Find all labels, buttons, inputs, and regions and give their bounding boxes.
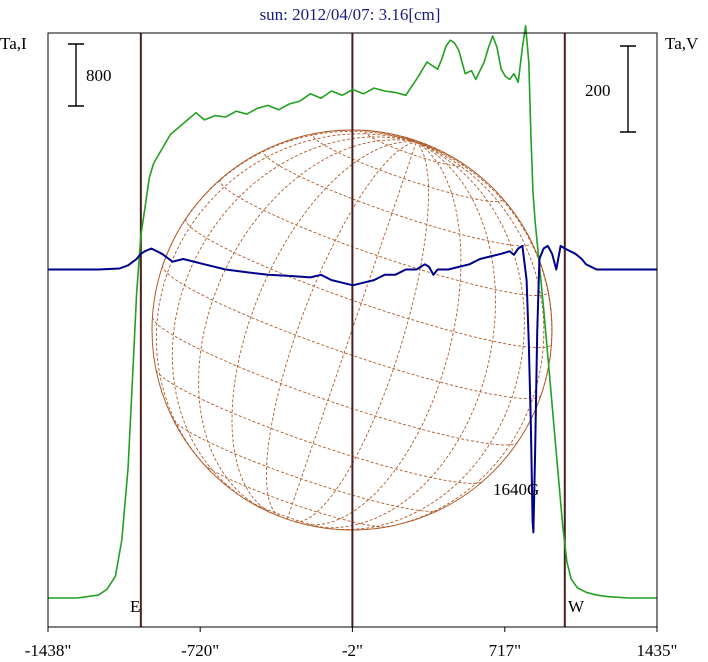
scale-bar-left-label: 800 <box>86 66 112 85</box>
longitude-line <box>331 141 525 530</box>
x-tick-label: -2" <box>342 641 363 660</box>
x-tick-label: -720" <box>181 641 219 660</box>
east-limb-label: E <box>130 597 140 616</box>
longitude-line <box>198 139 417 508</box>
scale-bar-left: 800 <box>68 43 112 107</box>
longitude-line <box>231 141 417 514</box>
x-tick-label: 717" <box>489 641 521 660</box>
series-line-V <box>48 244 657 534</box>
latitude-line <box>185 218 552 349</box>
scale-bar-right-label: 200 <box>585 81 611 100</box>
longitude-line <box>376 141 545 529</box>
x-axis-ticks: -1438" -720" -2" 717" 1435" <box>25 627 678 660</box>
longitude-line <box>302 141 462 526</box>
latitude-line <box>219 178 549 296</box>
latitude-line <box>155 369 483 484</box>
west-limb-label: W <box>568 597 585 616</box>
longitude-line <box>416 141 427 145</box>
longitude-line <box>416 141 553 395</box>
right-axis-label: Ta,V <box>665 34 699 53</box>
longitude-line <box>411 138 417 143</box>
longitude-line <box>155 133 417 472</box>
longitude-line <box>315 141 496 529</box>
latitude-line <box>263 149 532 247</box>
scale-bar-right: 200 <box>585 45 636 133</box>
longitude-line <box>265 141 417 517</box>
left-axis-label: Ta,I <box>0 34 27 53</box>
data-series <box>48 25 657 599</box>
x-tick-label: -1438" <box>25 641 72 660</box>
chart-title: sun: 2012/04/07: 3.16[cm] <box>260 5 441 24</box>
longitude-line <box>294 141 430 523</box>
longitude-line <box>337 129 417 143</box>
longitude-line <box>416 141 438 150</box>
latitude-line <box>312 132 503 203</box>
series-line-I <box>48 25 657 599</box>
latitude-line <box>364 130 464 167</box>
latitude-line <box>203 463 387 528</box>
longitude-line <box>286 142 417 520</box>
limb-lines <box>139 33 566 627</box>
longitude-line <box>416 141 422 144</box>
x-tick-label: 1435" <box>637 641 678 660</box>
field-strength-annotation: 1640G <box>493 480 539 499</box>
longitude-line <box>162 130 417 266</box>
